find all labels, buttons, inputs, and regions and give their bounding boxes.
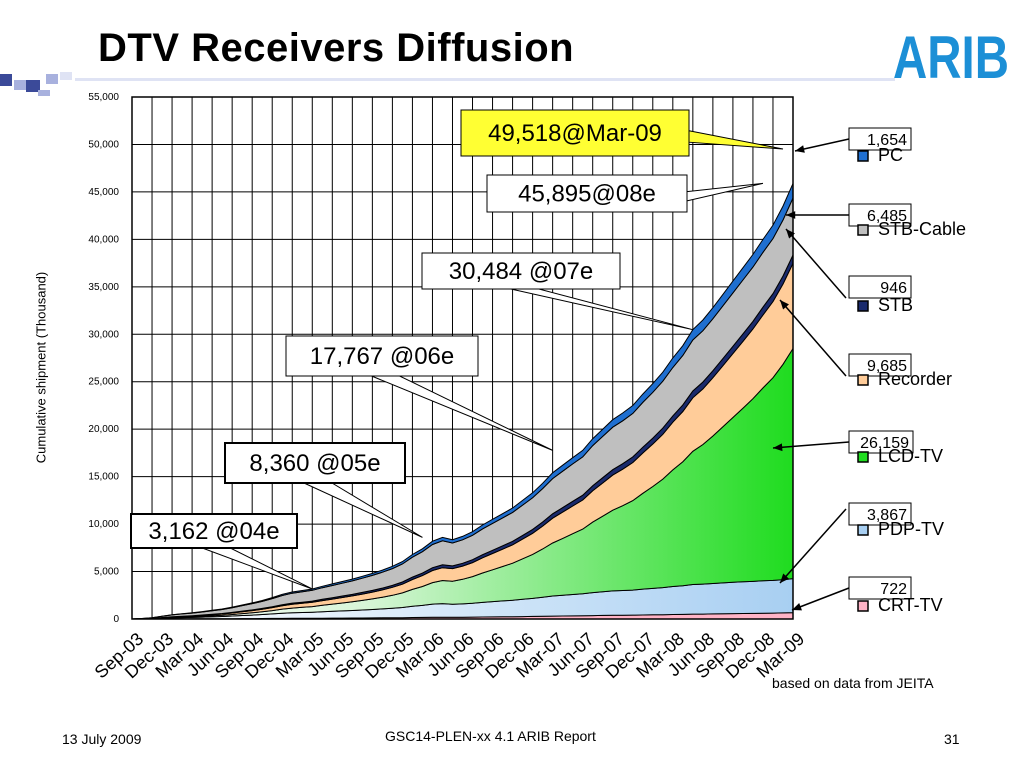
header-divider [75, 78, 895, 81]
legend-value-box [848, 502, 912, 526]
legend-arrow [791, 587, 850, 611]
callout: 30,484 @07e [421, 252, 693, 331]
callout-box [486, 174, 688, 213]
legend-swatch [857, 224, 869, 236]
legend-arrow [779, 508, 847, 584]
legend-value: 722 [880, 581, 907, 598]
legend-value: 9,685 [867, 358, 907, 375]
arrow-head-icon [786, 211, 796, 219]
arib-logo: ARIB [893, 24, 1013, 91]
legend-swatch [857, 600, 869, 612]
callout-box [224, 442, 406, 484]
legend-value: 3,867 [867, 507, 907, 524]
legend-swatch [857, 300, 869, 312]
callout-label: 49,518@Mar-09 [488, 120, 662, 147]
y-tick-label: 20,000 [88, 424, 119, 435]
y-tick-label: 45,000 [88, 187, 119, 198]
y-tick-label: 25,000 [88, 377, 119, 388]
y-tick-label: 15,000 [88, 472, 119, 483]
callout-label: 3,162 @04e [148, 518, 279, 545]
legend-arrow [772, 441, 850, 449]
callout-box [460, 109, 690, 157]
callout-label: 30,484 @07e [449, 258, 593, 285]
callout-label: 8,360 @05e [249, 450, 380, 477]
callout: 49,518@Mar-09 [460, 109, 784, 157]
legend-value: 26,159 [860, 435, 909, 452]
y-tick-label: 40,000 [88, 234, 119, 245]
legend-swatch [857, 524, 869, 536]
legend-label: PDP-TV [878, 519, 944, 539]
legend-value-box [848, 353, 912, 377]
page-number: 31 [944, 731, 960, 747]
legend-label: LCD-TV [878, 446, 943, 466]
callout-box [285, 335, 479, 377]
arrow-head-icon [786, 229, 795, 239]
legend-swatch [857, 451, 869, 463]
callout-box [421, 252, 621, 290]
arrow-head-icon [780, 300, 789, 310]
y-tick-label: 10,000 [88, 519, 119, 530]
y-tick-label: 30,000 [88, 329, 119, 340]
footer-date: 13 July 2009 [62, 731, 142, 747]
legend-arrow [794, 138, 850, 152]
legend-label: STB-Cable [878, 219, 966, 239]
y-tick-label: 50,000 [88, 139, 119, 150]
legend-label: Recorder [878, 369, 952, 389]
arrow-head-icon [795, 145, 805, 153]
legend-value: 1,654 [867, 132, 907, 149]
legend-label: PC [878, 145, 903, 165]
legend-swatch [857, 150, 869, 162]
legend-label: CRT-TV [878, 595, 943, 615]
legend-swatch [857, 374, 869, 386]
y-tick-label: 5,000 [94, 567, 119, 578]
slide-title: DTV Receivers Diffusion [98, 26, 575, 70]
callout-label: 45,895@08e [518, 181, 656, 208]
legend-value: 946 [880, 280, 907, 297]
y-tick-label: 0 [113, 614, 119, 625]
callout: 3,162 @04e [130, 513, 313, 590]
callout: 17,767 @06e [285, 335, 553, 451]
legend-value-box [848, 275, 912, 299]
callout: 45,895@08e [486, 174, 764, 213]
y-tick-label: 35,000 [88, 282, 119, 293]
arrow-head-icon [780, 573, 790, 583]
arrow-head-icon [773, 443, 783, 452]
y-tick-label: 55,000 [88, 92, 119, 103]
callout-box [130, 513, 298, 549]
footer-center: GSC14-PLEN-xx 4.1 ARIB Report [385, 728, 596, 744]
legend-value: 6,485 [867, 208, 907, 225]
legend-arrow [785, 228, 847, 299]
callout-label: 17,767 @06e [310, 343, 454, 370]
source-note: based on data from JEITA [772, 675, 934, 691]
svg-text:ARIB: ARIB [893, 26, 1009, 82]
callout: 8,360 @05e [224, 442, 423, 538]
legend-arrow [779, 299, 847, 377]
legend-label: STB [878, 295, 913, 315]
plot-frame [131, 96, 794, 620]
arrow-head-icon [792, 603, 802, 611]
